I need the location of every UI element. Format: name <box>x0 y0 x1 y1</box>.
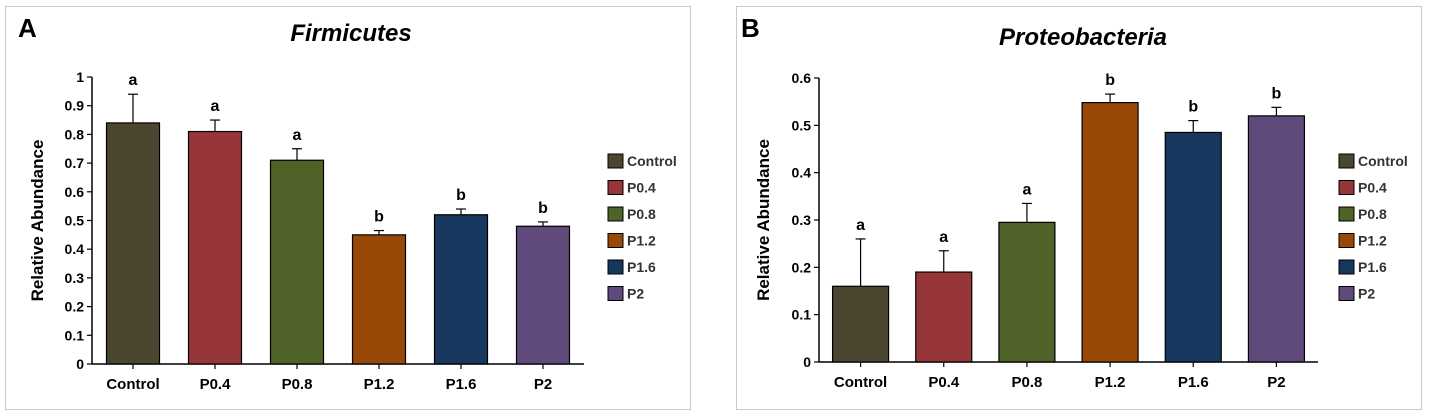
significance-label: b <box>1272 85 1282 102</box>
significance-label: b <box>374 209 384 226</box>
y-tick-label: 0.3 <box>65 270 85 286</box>
legend-swatch <box>607 180 624 195</box>
legend-label: P1.2 <box>627 233 656 249</box>
legend-label: P1.6 <box>1358 259 1387 275</box>
y-tick-label: 0.9 <box>65 98 85 114</box>
legend-swatch <box>1338 286 1355 301</box>
bar-p0-4 <box>915 271 973 363</box>
x-tick-label: P0.8 <box>1011 374 1042 391</box>
bar-p0-8 <box>998 221 1056 363</box>
bar-control <box>831 285 890 363</box>
y-tick-label: 0 <box>76 356 84 372</box>
legend-label: P0.8 <box>627 206 656 222</box>
x-tick-label: P2 <box>1267 374 1285 391</box>
x-tick-label: P0.8 <box>282 376 313 393</box>
legend-label: P2 <box>627 286 644 302</box>
legend-swatch <box>607 233 624 248</box>
significance-label: a <box>939 229 948 246</box>
significance-label: b <box>538 200 548 217</box>
significance-label: b <box>1105 72 1115 89</box>
legend-swatch <box>1338 259 1355 275</box>
chart-title: Firmicutes <box>290 20 411 47</box>
significance-label: b <box>456 187 466 204</box>
chart-panel-a: A Firmicutes Relative Abundance 0 0.1 0.2 0.3… <box>5 6 691 410</box>
legend-label: P0.4 <box>627 180 656 196</box>
bar-p0-8 <box>269 159 325 365</box>
x-tick-label: Control <box>106 376 159 393</box>
y-tick-label: 0.3 <box>792 212 812 228</box>
significance-label: a <box>129 72 138 89</box>
legend-label: P0.4 <box>1358 180 1387 196</box>
bar-p2 <box>1247 115 1306 363</box>
y-tick-label: 0.5 <box>792 117 812 133</box>
bar-p1-2 <box>1081 102 1139 363</box>
y-tick-label: 1 <box>76 69 84 85</box>
significance-label: a <box>1022 181 1031 198</box>
y-tick-label: 0.2 <box>792 259 812 275</box>
legend-label: P1.6 <box>627 259 656 275</box>
y-tick-label: 0.1 <box>65 327 85 343</box>
legend-swatch <box>607 206 624 222</box>
panel-label: B <box>741 13 760 43</box>
bar-p2 <box>515 225 571 365</box>
x-tick-label: P1.6 <box>446 376 477 393</box>
chart-title: Proteobacteria <box>999 24 1167 51</box>
bar-p1-6 <box>1164 131 1222 363</box>
firmicutes-chart: Firmicutes Relative Abundance 0 0.1 0.2 0.3 0.… <box>28 20 677 393</box>
bar-p0-4 <box>187 130 243 365</box>
x-tick-label: P1.2 <box>1095 374 1126 391</box>
x-tick-label: P0.4 <box>200 376 232 393</box>
x-tick-label: P1.6 <box>1178 374 1209 391</box>
proteobacteria-chart: Proteobacteria Relative Abundance 0 0.1 0.2 0… <box>754 24 1408 391</box>
panel-label: A <box>18 13 37 43</box>
y-tick-label: 0.4 <box>65 241 85 257</box>
significance-label: a <box>293 127 302 144</box>
legend-swatch <box>1338 153 1355 169</box>
legend-swatch <box>1338 233 1355 248</box>
y-tick-label: 0 <box>803 354 811 370</box>
x-tick-label: P1.2 <box>364 376 395 393</box>
y-axis-label: Relative Abundance <box>754 139 773 301</box>
legend-swatch <box>1338 180 1355 195</box>
legend-label: Control <box>627 153 677 169</box>
legend-label: P0.8 <box>1358 206 1387 222</box>
bar-p1-2 <box>351 234 407 365</box>
x-tick-label: P0.4 <box>928 374 960 391</box>
legend-swatch <box>607 286 624 301</box>
x-tick-label: P2 <box>534 376 552 393</box>
y-tick-label: 0.4 <box>792 165 812 181</box>
legend-label: P1.2 <box>1358 233 1387 249</box>
significance-label: b <box>1188 99 1198 116</box>
y-tick-label: 0.6 <box>65 184 85 200</box>
x-tick-label: Control <box>834 374 887 391</box>
significance-label: a <box>211 98 220 115</box>
y-tick-label: 0.1 <box>792 307 812 323</box>
bar-control <box>105 122 161 365</box>
legend-swatch <box>607 153 624 169</box>
y-tick-label: 0.6 <box>792 70 812 86</box>
bar-p1-6 <box>433 214 489 365</box>
y-tick-label: 0.8 <box>65 126 85 142</box>
y-axis-label: Relative Abundance <box>28 140 47 302</box>
significance-label: a <box>856 217 865 234</box>
y-tick-label: 0.5 <box>65 213 85 229</box>
y-tick-label: 0.7 <box>65 155 85 171</box>
chart-panel-b: B Proteobacteria Relative Abundance 0 0.1 0.… <box>736 6 1422 410</box>
legend-swatch <box>1338 206 1355 222</box>
legend-swatch <box>607 259 624 275</box>
legend-label: P2 <box>1358 286 1375 302</box>
legend-label: Control <box>1358 153 1408 169</box>
y-tick-label: 0.2 <box>65 299 85 315</box>
